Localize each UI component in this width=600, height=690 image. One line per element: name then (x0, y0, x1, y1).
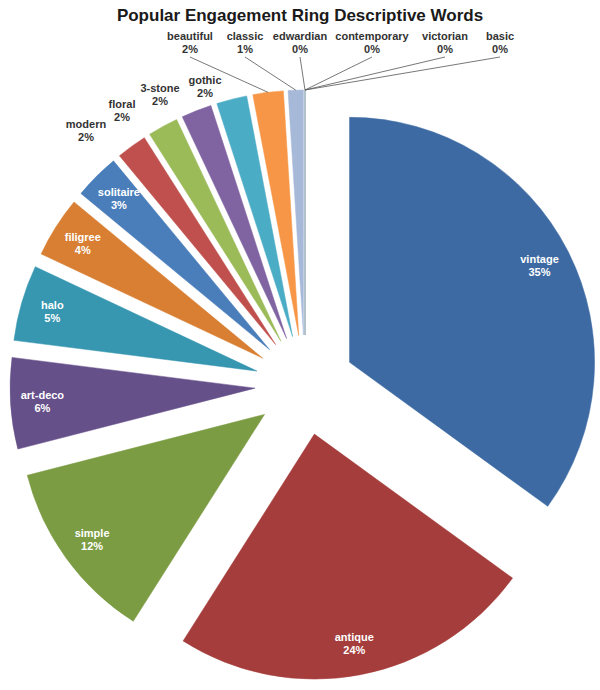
pie-slice (350, 117, 595, 506)
slice-label: solitaire (98, 186, 140, 198)
slice-value-label: 0% (364, 43, 380, 55)
pie-slice (305, 90, 306, 335)
slice-label: contemporary (335, 30, 409, 42)
leader-line (305, 57, 372, 90)
leader-lines (190, 57, 500, 92)
slice-value-label: 0% (292, 43, 308, 55)
slice-label: victorian (422, 30, 468, 42)
pie-slice (183, 434, 512, 679)
pie-slice (305, 90, 306, 335)
slice-value-label: 0% (492, 43, 508, 55)
slice-label: beautiful (167, 30, 213, 42)
slice-label: basic (486, 30, 514, 42)
pie-slices (10, 90, 594, 679)
slice-value-label: 12% (81, 540, 103, 552)
slice-label: edwardian (273, 30, 328, 42)
slice-label: vintage (520, 253, 559, 265)
slice-label: filigree (65, 231, 101, 243)
slice-label: halo (41, 299, 64, 311)
slice-value-label: 1% (237, 43, 253, 55)
slice-value-label: 0% (437, 43, 453, 55)
pie-slice (305, 90, 306, 335)
pie-slice (305, 90, 306, 335)
chart-title: Popular Engagement Ring Descriptive Word… (117, 6, 483, 25)
slice-value-label: 4% (75, 244, 91, 256)
slice-label: modern (66, 118, 107, 130)
slice-label: antique (335, 631, 374, 643)
slice-value-label: 2% (78, 131, 94, 143)
leader-line (305, 57, 445, 90)
pie-slice (10, 357, 255, 449)
slice-label: 3-stone (140, 82, 179, 94)
slice-value-label: 2% (114, 111, 130, 123)
leader-line (305, 57, 500, 90)
slice-value-label: 35% (528, 266, 550, 278)
slice-label: gothic (189, 74, 222, 86)
data-labels: vintage35% antique24% simple12% art-deco6% h… (21, 30, 559, 656)
slice-value-label: 5% (44, 312, 60, 324)
slice-label: classic (227, 30, 264, 42)
slice-value-label: 6% (34, 402, 50, 414)
slice-value-label: 2% (152, 95, 168, 107)
slice-label: art-deco (21, 389, 65, 401)
chart-svg: Popular Engagement Ring Descriptive Word… (0, 0, 600, 690)
slice-label: simple (75, 527, 110, 539)
leader-line (245, 57, 296, 90)
pie-slice (288, 90, 303, 335)
slice-value-label: 2% (197, 87, 213, 99)
slice-label: floral (109, 98, 136, 110)
leader-line (300, 57, 305, 90)
slice-value-label: 2% (182, 43, 198, 55)
slice-value-label: 3% (111, 199, 127, 211)
pie-slice (27, 414, 264, 621)
chart-container: Popular Engagement Ring Descriptive Word… (0, 0, 600, 690)
slice-value-label: 24% (343, 644, 365, 656)
